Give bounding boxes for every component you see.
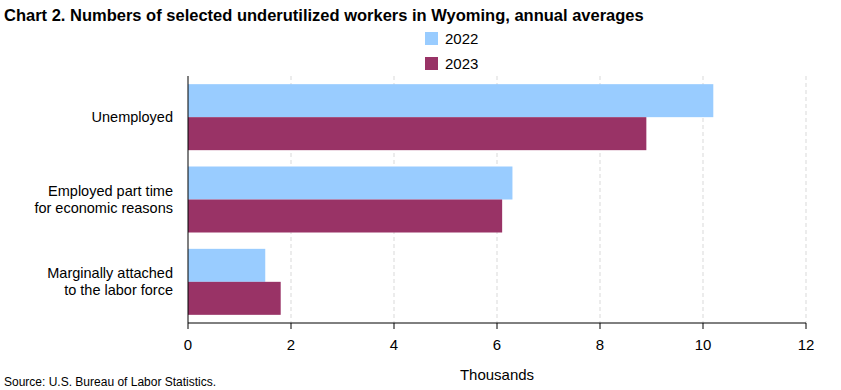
legend-label: 2023 [445,55,478,72]
tick-label: 6 [493,336,501,353]
legend-swatch [425,57,438,70]
bar [188,117,646,150]
tick-label: 2 [287,336,295,353]
bars [188,84,713,315]
tick-mark [600,323,601,329]
tick-label: 8 [596,336,604,353]
axis-label: Thousands [460,366,534,383]
tick-mark [188,323,189,329]
tick-label: 10 [695,336,712,353]
chart: Chart 2. Numbers of selected underutiliz… [0,0,841,390]
y-axis [188,76,189,323]
tick-label: 12 [798,336,815,353]
tick-mark [497,323,498,329]
tick-mark [394,323,395,329]
bar [188,167,512,200]
legend-label: 2022 [445,30,478,47]
tick-mark [291,323,292,329]
bar [188,282,281,315]
category-label: Unemployed [92,109,173,125]
bar [188,249,265,282]
tick-mark [703,323,704,329]
tick-label: 0 [184,336,192,353]
title: Chart 2. Numbers of selected underutiliz… [4,6,644,24]
bar [188,84,713,117]
tick-label: 4 [390,336,398,353]
category-label: Employed part timefor economic reasons [34,183,173,216]
bar [188,200,502,233]
tick-mark [806,323,807,329]
source: Source: U.S. Bureau of Labor Statistics. [4,375,216,389]
grid-line [806,76,807,323]
legend-swatch [425,32,438,45]
category-label: Marginally attachedto the labor force [47,265,173,298]
